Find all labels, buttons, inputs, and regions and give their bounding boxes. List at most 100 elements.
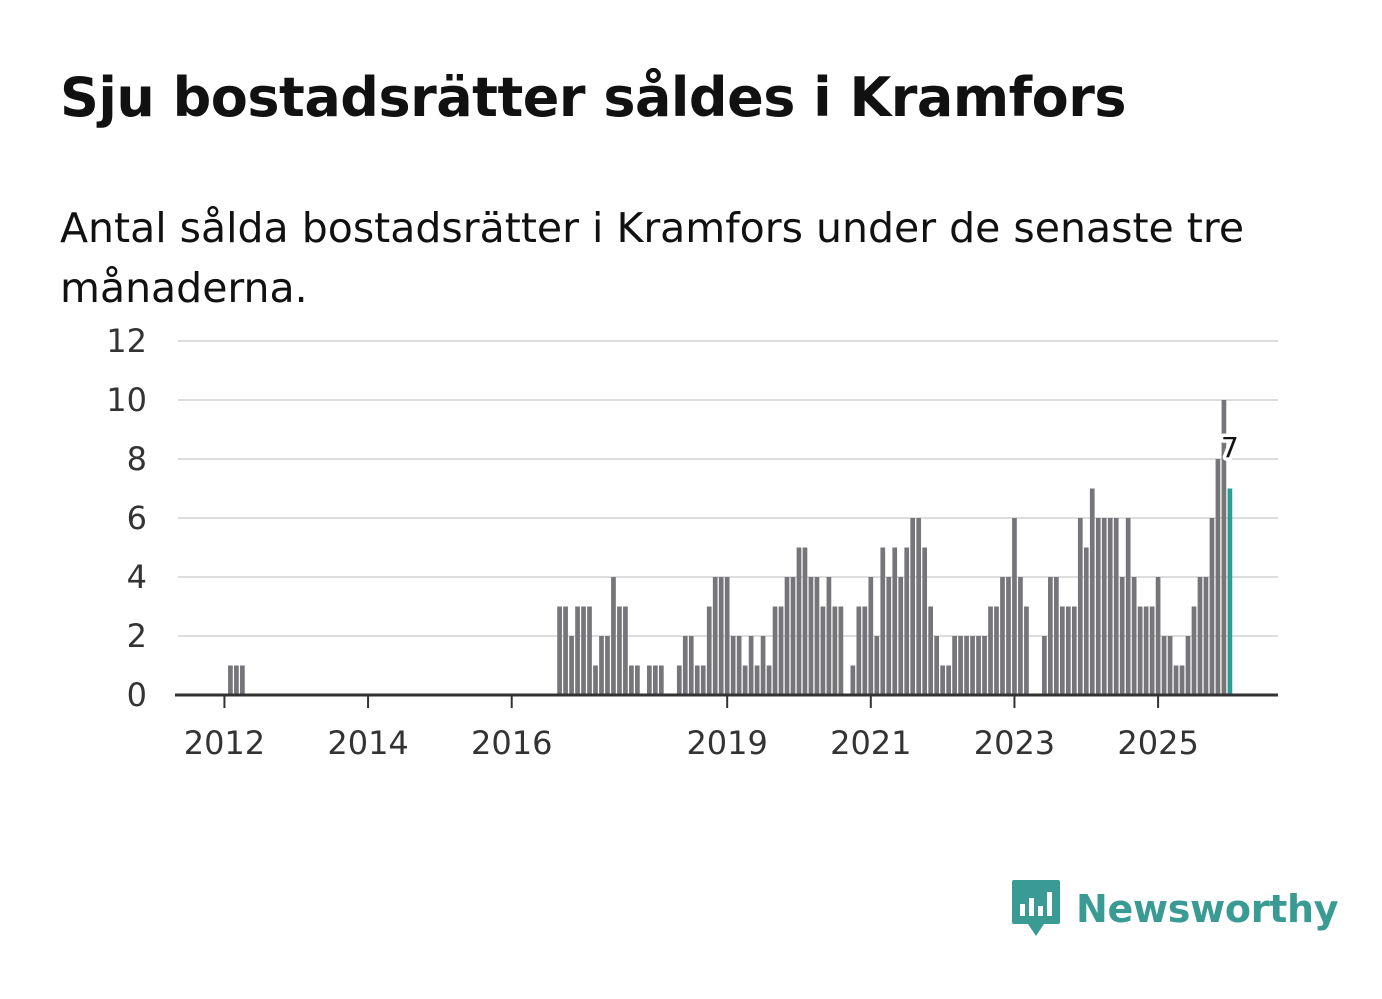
bar <box>1167 636 1173 695</box>
bar <box>736 636 742 695</box>
bar <box>730 636 736 695</box>
bar <box>1137 606 1143 695</box>
bar <box>1173 665 1179 695</box>
bar <box>1161 636 1167 695</box>
bar <box>820 606 826 695</box>
bar-highlight <box>1227 488 1233 695</box>
bar <box>982 636 987 695</box>
y-tick-label: 4 <box>127 558 147 596</box>
bar <box>1113 518 1119 695</box>
bar <box>1053 577 1059 695</box>
bar <box>1179 665 1185 695</box>
chart-title: Sju bostadsrätter såldes i Kramfors <box>60 66 1127 129</box>
bar <box>946 665 951 695</box>
x-tick-label: 2019 <box>686 724 767 762</box>
bar <box>886 577 892 695</box>
data-label: 7 <box>1221 431 1239 464</box>
bar <box>1191 606 1197 695</box>
bar <box>611 577 616 695</box>
bar <box>617 606 622 695</box>
bar <box>976 636 981 695</box>
bar <box>862 606 868 695</box>
x-tick-label: 2014 <box>327 724 408 762</box>
bar <box>784 577 790 695</box>
bar <box>880 547 886 695</box>
bar <box>240 665 245 695</box>
bar <box>856 606 862 695</box>
x-tick-label: 2016 <box>471 724 552 762</box>
bar <box>718 577 724 695</box>
bar <box>958 636 963 695</box>
bar <box>1101 518 1107 695</box>
y-tick-label: 8 <box>127 440 147 478</box>
brand-name: Newsworthy <box>1076 887 1339 931</box>
bar <box>1221 400 1227 695</box>
bar <box>569 636 574 695</box>
bar <box>916 518 922 695</box>
chart-subtitle: Antal sålda bostadsrätter i Kramfors und… <box>60 204 1245 312</box>
x-tick-label: 2025 <box>1117 724 1198 762</box>
bar <box>940 665 945 695</box>
bar <box>1119 577 1125 695</box>
bar <box>1077 518 1083 695</box>
bar <box>1006 577 1011 695</box>
x-tick-label: 2023 <box>974 724 1055 762</box>
bar <box>557 606 562 695</box>
y-tick-label: 0 <box>127 676 147 714</box>
bar <box>1024 606 1029 695</box>
bar <box>635 665 640 695</box>
bar <box>228 665 233 695</box>
bar <box>754 665 760 695</box>
bar <box>658 665 664 695</box>
bar <box>1083 547 1089 695</box>
bar <box>1131 577 1137 695</box>
bar <box>760 636 766 695</box>
bar <box>850 665 856 695</box>
bar <box>838 606 844 695</box>
bar <box>748 636 754 695</box>
bar <box>581 606 586 695</box>
bar <box>772 606 778 695</box>
bar <box>988 606 993 695</box>
bar <box>629 665 634 695</box>
bar <box>623 606 628 695</box>
bar <box>1059 606 1065 695</box>
bar <box>910 518 916 695</box>
bar <box>1197 577 1203 695</box>
bar <box>712 577 718 695</box>
bar <box>826 577 832 695</box>
bar <box>593 665 598 695</box>
bar <box>1000 577 1005 695</box>
bar <box>832 606 838 695</box>
bar <box>587 606 592 695</box>
x-tick-label: 2012 <box>184 724 265 762</box>
bar <box>1071 606 1077 695</box>
bar <box>1095 518 1101 695</box>
bar <box>994 606 999 695</box>
y-tick-label: 12 <box>106 322 147 360</box>
newsworthy-logo[interactable]: Newsworthy <box>1010 878 1339 940</box>
bar <box>1149 606 1155 695</box>
newsworthy-logo-icon <box>1012 880 1060 936</box>
bar <box>688 636 694 695</box>
bar <box>605 636 610 695</box>
bar <box>1203 577 1209 695</box>
bar <box>952 636 957 695</box>
bar <box>1012 518 1017 695</box>
bar <box>1209 518 1215 695</box>
bar <box>970 636 975 695</box>
x-tick-label: 2021 <box>830 724 911 762</box>
y-tick-label: 2 <box>127 617 147 655</box>
bar <box>868 577 874 695</box>
bar <box>928 606 934 695</box>
bar <box>653 665 658 695</box>
y-tick-label: 10 <box>106 381 147 419</box>
bar <box>778 606 784 695</box>
bar <box>647 665 652 695</box>
y-tick-label: 6 <box>127 499 147 537</box>
bar <box>814 577 820 695</box>
bar <box>904 547 910 695</box>
bar <box>808 577 814 695</box>
bar <box>790 577 796 695</box>
